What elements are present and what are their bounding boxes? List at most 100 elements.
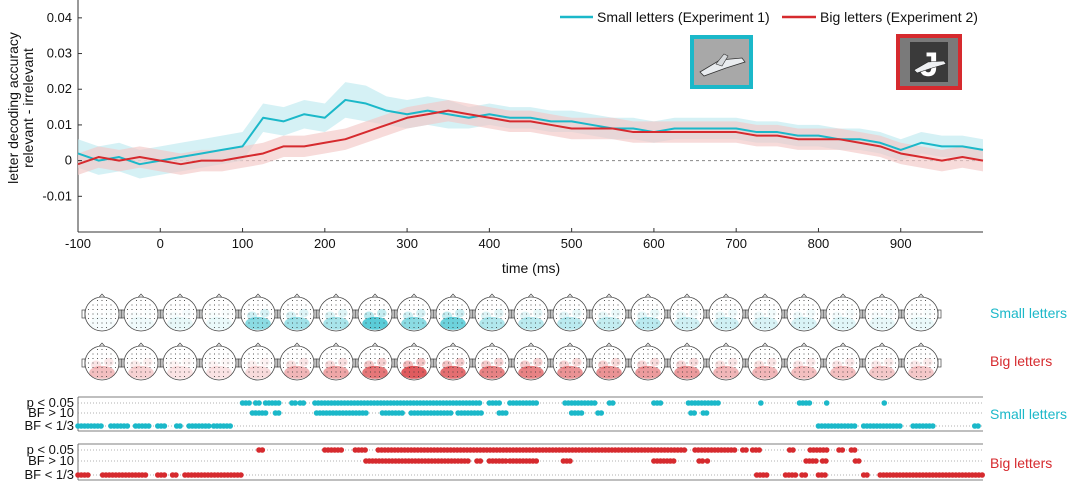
topo-electrode [326, 371, 328, 373]
topo-electrode [227, 317, 229, 320]
topo-electrode [374, 357, 376, 360]
topo-map-small [861, 293, 903, 332]
topo-electrode [690, 299, 693, 302]
topo-electrode [881, 348, 883, 351]
topo-nose [800, 342, 808, 347]
topo-ear-left [237, 358, 242, 368]
topo-electrode [174, 317, 177, 320]
topo-electrode [681, 299, 684, 302]
topo-electrode [807, 326, 810, 329]
topo-electrode [486, 322, 489, 324]
topo-electrode [369, 353, 372, 355]
topo-electrode [335, 348, 337, 351]
topo-electrode [179, 308, 181, 311]
topo-electrode [114, 308, 117, 311]
topo-electrode [486, 326, 489, 329]
topo-electrode [764, 304, 766, 306]
topo-electrode [560, 308, 562, 311]
topo-electrode [578, 357, 580, 360]
sig-marker [98, 423, 104, 429]
topo-electrode [369, 308, 372, 311]
topo-electrode [846, 326, 849, 329]
topo-electrode [360, 366, 363, 369]
topo-electrode [612, 366, 615, 369]
topo-electrode [651, 326, 654, 329]
topo-electrode [872, 371, 874, 373]
topo-electrode [417, 308, 420, 311]
topo-electrode [612, 353, 615, 355]
topo-electrode [560, 362, 562, 364]
topo-electrode [924, 357, 927, 360]
topo-electrode [330, 348, 333, 351]
topo-electrode [165, 366, 168, 369]
legend-label-small: Small letters (Experiment 1) [597, 9, 770, 25]
topo-electrode [101, 371, 103, 373]
topo-electrode [777, 362, 780, 364]
topo-electrode [465, 366, 468, 369]
sig-marker [704, 458, 711, 464]
topo-electrode [378, 362, 381, 364]
topo-electrode [248, 308, 250, 311]
topo-electrode [261, 353, 264, 355]
topo-electrode [335, 375, 337, 378]
topo-electrode [846, 304, 849, 306]
topo-electrode [569, 299, 571, 302]
topo-ear-left [393, 309, 398, 319]
topo-electrode [594, 308, 597, 311]
topo-electrode [174, 308, 177, 311]
topo-electrode [842, 375, 844, 378]
topo-electrode [387, 362, 390, 364]
topo-electrode [183, 362, 186, 364]
error-band-small [78, 82, 983, 179]
topo-electrode [131, 366, 133, 369]
topo-electrode [447, 371, 450, 373]
topo-electrode [764, 366, 766, 369]
topo-ear-left [276, 309, 281, 319]
topo-electrode [383, 313, 385, 315]
topo-electrode [174, 322, 177, 324]
x-tick-label: 100 [232, 236, 254, 251]
topo-activity-right [377, 357, 387, 367]
topo-electrode [461, 353, 463, 355]
topo-electrode [144, 304, 147, 306]
topo-electrode [525, 313, 528, 315]
topo-electrode [656, 371, 658, 373]
topo-electrode [144, 308, 147, 311]
topo-electrode [603, 375, 606, 378]
topo-nose [878, 342, 886, 347]
topo-electrode [534, 317, 537, 320]
topo-ear-left [744, 309, 749, 319]
topo-electrode [144, 326, 147, 329]
topo-nose [761, 342, 769, 347]
topo-electrode [135, 317, 138, 320]
topo-electrode [876, 357, 879, 360]
topo-electrode [114, 313, 117, 315]
topo-electrode [725, 326, 727, 329]
topo-electrode [521, 362, 523, 364]
topo-activity-right [689, 308, 699, 318]
topo-electrode [794, 313, 796, 315]
topo-electrode [378, 313, 381, 315]
topo-ear-left [354, 309, 359, 319]
x-tick-label: 400 [479, 236, 501, 251]
topo-electrode [486, 317, 489, 320]
topo-electrode [170, 366, 172, 369]
topo-electrode [92, 308, 94, 311]
topo-electrode [725, 353, 727, 355]
topo-electrode [257, 313, 259, 315]
topo-electrode [828, 313, 831, 315]
topo-electrode [842, 317, 844, 320]
topo-electrode [911, 308, 913, 311]
topo-map-big [900, 342, 942, 381]
topo-activity-right [455, 308, 465, 318]
topo-electrode [764, 299, 766, 302]
topo-electrode [135, 308, 138, 311]
topo-electrode [330, 371, 333, 373]
topo-electrode [573, 353, 576, 355]
topo-electrode [617, 366, 619, 369]
topo-electrode [321, 357, 324, 360]
topo-electrode [642, 317, 645, 320]
topo-electrode [885, 357, 888, 360]
topo-electrode [768, 317, 771, 320]
sig-group-label-small: Small letters [990, 406, 1067, 422]
